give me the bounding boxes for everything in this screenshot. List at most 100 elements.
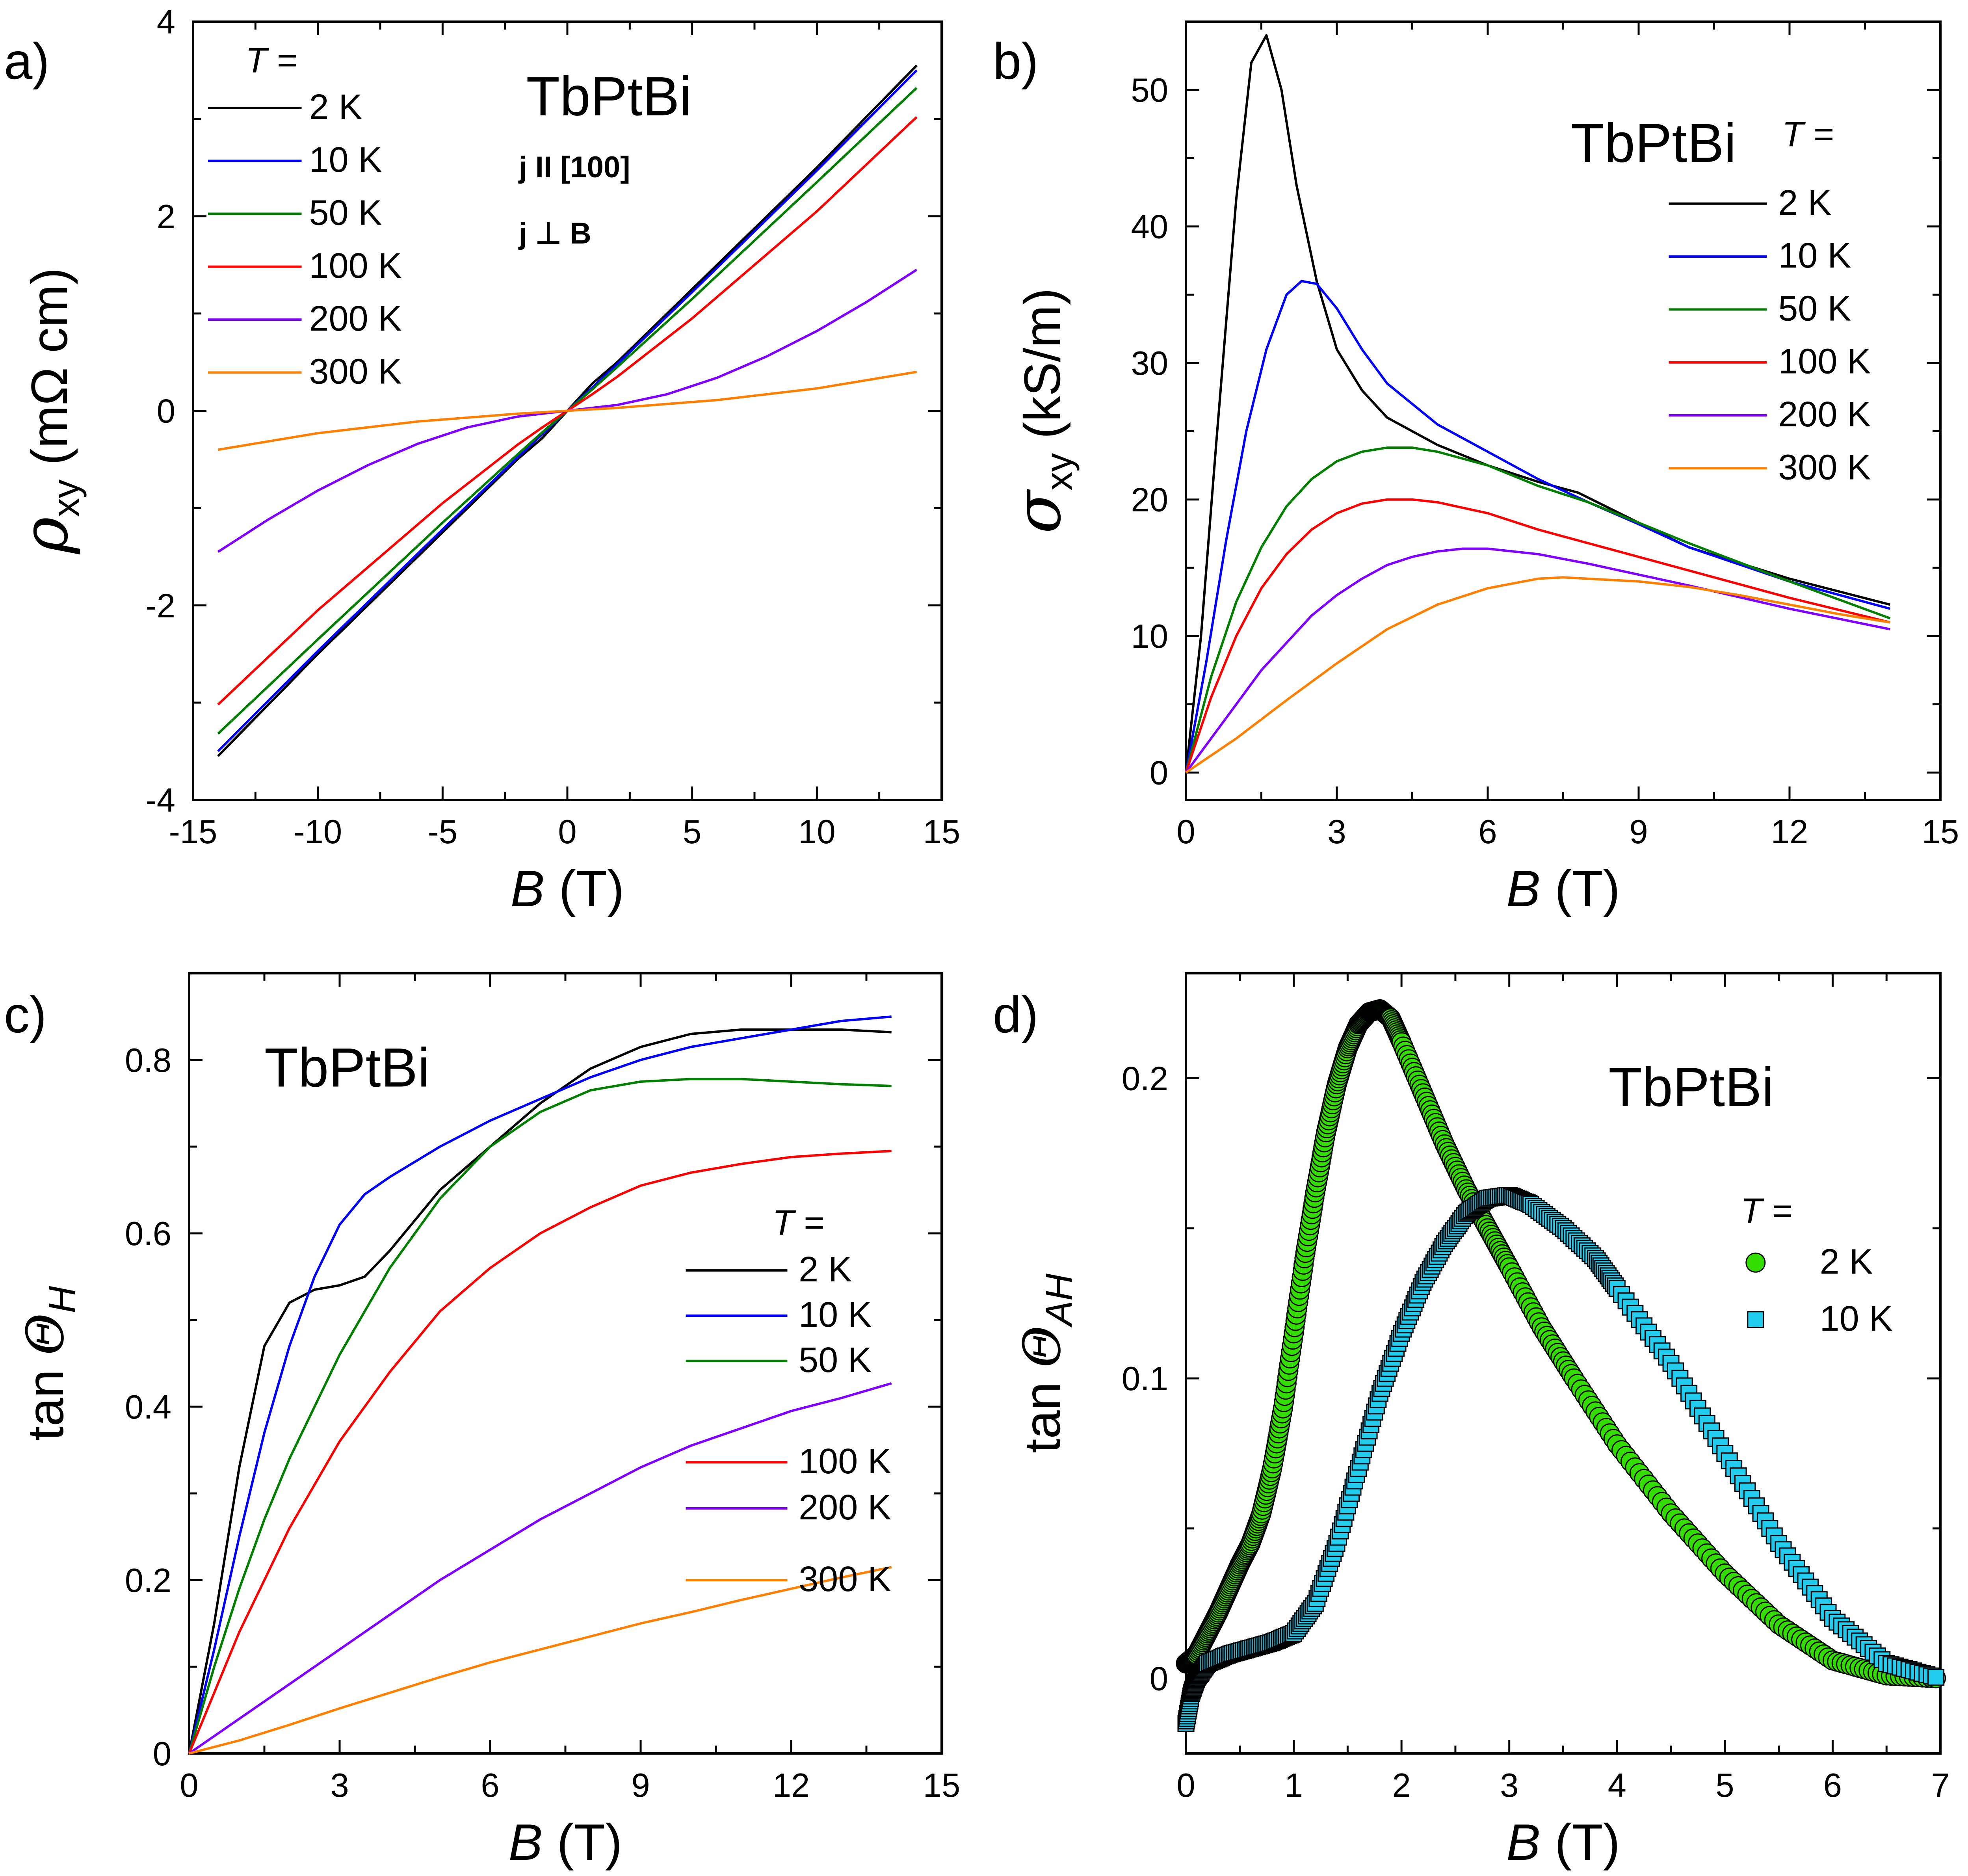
y-tick-label: 0.8	[125, 1042, 171, 1079]
series-line-10K	[188, 1015, 892, 1754]
x-tick-label: -15	[169, 813, 217, 851]
y-tick-label: 0	[1150, 1660, 1168, 1698]
x-axis-label-symbol: B	[1506, 860, 1541, 917]
panel-label: a)	[4, 32, 50, 90]
x-tick-label: -5	[428, 813, 458, 851]
y-tick-label: 0	[1150, 755, 1168, 792]
x-tick-label: 0	[1176, 813, 1195, 851]
x-axis-label-symbol: B	[1506, 1813, 1541, 1871]
y-tick-label: 50	[1131, 72, 1168, 109]
series-line-100K	[188, 1150, 892, 1754]
x-tick-label: 6	[481, 1767, 499, 1804]
y-axis-symbol: Θ	[15, 1313, 75, 1355]
y-tick-label: 0.1	[1122, 1360, 1168, 1398]
x-tick-label: 6	[1823, 1767, 1842, 1804]
chart-title: TbPtBi	[1571, 112, 1736, 174]
y-tick-label: -2	[145, 587, 175, 625]
y-tick-label: 2	[157, 198, 175, 236]
y-axis-symbol: Θ	[1012, 1326, 1072, 1368]
x-tick-label: 5	[1715, 1767, 1734, 1804]
legend-title-eq: =	[1762, 1192, 1793, 1231]
x-tick-label: 1	[1284, 1767, 1303, 1804]
annotation: j ⊥ B	[518, 217, 591, 250]
y-tick-label: 20	[1131, 482, 1168, 519]
panel-d: 0 1 2 3 4 5 6 7 0 0.1 0.2 B (T) tan ΘAH d) TbPtBi T = 2 …	[993, 972, 1950, 1871]
x-tick-label: 3	[1327, 813, 1346, 851]
legend-title-eq: =	[794, 1203, 825, 1242]
y-tick-label: 0.2	[1122, 1060, 1168, 1098]
x-tick-label: 0	[1176, 1767, 1195, 1804]
legend-label: 10 K	[1778, 236, 1851, 275]
series-line-100K	[1185, 498, 1891, 773]
x-tick-label: 0	[180, 1767, 198, 1804]
panel-label: d)	[993, 986, 1039, 1043]
y-axis-unit: (mΩ cm)	[20, 268, 78, 480]
legend-marker-10K	[1747, 1311, 1764, 1328]
legend-label: 2 K	[309, 87, 362, 127]
x-tick-label: 6	[1478, 813, 1497, 851]
y-tick-label: 30	[1131, 345, 1168, 382]
x-tick-label: 10	[798, 813, 836, 851]
x-tick-label: 4	[1608, 1767, 1626, 1804]
legend-label: 2 K	[1820, 1242, 1873, 1281]
legend-label: 50 K	[799, 1341, 872, 1380]
legend-label: 100 K	[799, 1442, 891, 1481]
x-axis-label: B (T)	[1506, 860, 1620, 917]
legend-label: 300 K	[1778, 448, 1871, 487]
series-line-50K	[1185, 446, 1891, 773]
chart-title: TbPtBi	[526, 65, 692, 127]
series-line-50K	[188, 1078, 892, 1754]
x-tick-label: 5	[683, 813, 701, 851]
y-axis-label: tan ΘAH	[1012, 1274, 1080, 1453]
legend-title-eq: =	[1804, 115, 1834, 154]
y-axis-subscript: AH	[1038, 1274, 1080, 1328]
series-line-200K	[188, 1382, 892, 1755]
legend-label: 300 K	[799, 1560, 891, 1599]
y-tick-label: 0.6	[125, 1215, 171, 1253]
annotation: j II [100]	[518, 151, 630, 184]
legend-label: 50 K	[309, 193, 382, 232]
legend-label: 50 K	[1778, 289, 1851, 328]
x-tick-label: 9	[631, 1767, 650, 1804]
x-tick-label: 15	[923, 813, 961, 851]
series-line-300K	[1185, 576, 1890, 774]
legend-title: T =	[245, 41, 298, 80]
y-tick-label: 0	[157, 393, 175, 430]
legend-label: 10 K	[309, 140, 382, 180]
data-point-10K	[1927, 1668, 1945, 1686]
y-axis-func: tan	[17, 1355, 74, 1441]
legend-title: T =	[1741, 1192, 1793, 1231]
y-tick-label: 0.2	[125, 1562, 171, 1599]
legend: T = 2 K 10 K	[1741, 1192, 1893, 1339]
chart-title: TbPtBi	[264, 1037, 430, 1099]
y-axis-subscript: H	[41, 1286, 83, 1313]
x-tick-label: 3	[1500, 1767, 1518, 1804]
panel-b: 0 3 6 9 12 15 0 10 20 30 40 50 B (T) σxy (kS/m) b) TbPt…	[993, 20, 1959, 917]
y-axis-func: tan	[1013, 1368, 1071, 1453]
x-tick-label: 3	[330, 1767, 349, 1804]
legend-title-symbol: T	[1741, 1192, 1765, 1231]
legend: T = 2 K 10 K 50 K 100 K 200 K 300 K	[208, 41, 402, 391]
legend-title: T =	[1782, 115, 1834, 154]
x-axis-label: B (T)	[1506, 1813, 1620, 1871]
x-tick-label: 2	[1392, 1767, 1411, 1804]
x-axis-label: B (T)	[511, 860, 624, 917]
x-tick-label: 12	[1771, 813, 1808, 851]
y-tick-label: 40	[1131, 208, 1168, 246]
series-line-2K	[188, 1028, 892, 1754]
legend-title-symbol: T	[1782, 115, 1806, 154]
legend-label: 10 K	[1820, 1299, 1893, 1339]
series-line-300K	[189, 1566, 892, 1755]
x-axis-label-unit: (T)	[544, 860, 624, 917]
legend-title: T =	[772, 1203, 825, 1242]
legend-title-eq: =	[267, 41, 298, 80]
y-axis-label: σxy (kS/m)	[1001, 288, 1080, 534]
y-tick-label: -4	[145, 782, 175, 819]
legend-label: 2 K	[1778, 183, 1831, 223]
legend-label: 10 K	[799, 1295, 872, 1335]
legend-label: 100 K	[309, 246, 402, 286]
legend: T = 2 K 10 K 50 K 100 K 200 K 300 K	[686, 1203, 891, 1599]
x-tick-label: -10	[294, 813, 342, 851]
